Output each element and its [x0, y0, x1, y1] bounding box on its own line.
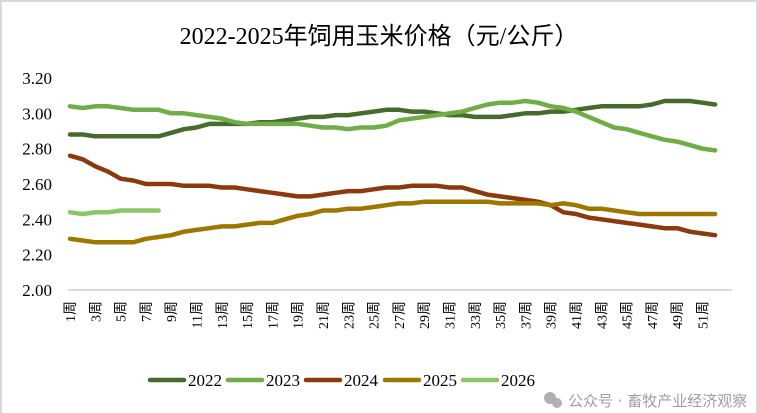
x-tick-label: 17周	[266, 301, 281, 329]
x-axis-ticks: 1周 3周 5周 7周 9周 11周 13周 15周 17周 19周 21周 23周 25周 27周 29周…	[64, 301, 712, 329]
x-tick-label: 11周	[191, 301, 206, 328]
x-tick-label: 21周	[317, 301, 332, 329]
x-tick-label: 47周	[646, 301, 661, 329]
x-tick-label: 45周	[621, 301, 636, 329]
x-tick-label: 5周	[115, 301, 130, 322]
legend-item-2023: 2023	[225, 371, 300, 390]
series-line-2024	[67, 153, 718, 238]
y-tick-label: 2.60	[22, 175, 52, 194]
x-tick-label: 13周	[216, 301, 231, 329]
x-tick-label: 23周	[342, 301, 357, 329]
legend-label: 2025	[423, 371, 457, 390]
x-tick-label: 7周	[140, 301, 155, 322]
x-tick-label: 1周	[64, 301, 79, 322]
y-axis-ticks: 3.20 3.00 2.80 2.60 2.40 2.20 2.00	[22, 69, 52, 300]
x-tick-label: 31周	[444, 301, 459, 329]
wechat-icon	[544, 392, 562, 408]
legend-item-2022: 2022	[147, 371, 222, 390]
y-tick-label: 2.80	[22, 140, 52, 159]
x-tick-label: 15周	[241, 301, 256, 329]
y-tick-label: 2.40	[22, 210, 52, 229]
watermark-text: 公众号 · 畜牧产业经济观察	[568, 392, 747, 410]
series-lines	[67, 98, 718, 245]
x-tick-label: 43周	[595, 301, 610, 329]
x-tick-label: 41周	[570, 301, 585, 329]
x-tick-label: 39周	[545, 301, 560, 329]
x-tick-label: 33周	[469, 301, 484, 329]
x-tick-label: 19周	[292, 301, 307, 329]
legend: 2022 2023 2024 2025 2026	[147, 371, 535, 390]
legend-label: 2022	[188, 371, 222, 390]
legend-label: 2026	[501, 371, 535, 390]
x-tick-label: 27周	[393, 301, 408, 329]
series-line-2026	[67, 208, 161, 217]
chart-title: 2022-2025年饲用玉米价格（元/公斤）	[180, 23, 579, 50]
x-tick-label: 49周	[671, 301, 686, 329]
legend-item-2024: 2024	[303, 371, 379, 390]
x-tick-label: 9周	[165, 301, 180, 322]
x-tick-label: 51周	[697, 301, 712, 329]
x-tick-label: 29周	[418, 301, 433, 329]
x-tick-label: 37周	[519, 301, 534, 329]
watermark: 公众号 · 畜牧产业经济观察	[544, 392, 747, 410]
y-tick-label: 3.00	[22, 104, 52, 123]
series-line-2023	[67, 98, 718, 153]
x-tick-label: 3周	[89, 301, 104, 322]
series-line-2025	[67, 199, 718, 245]
legend-label: 2023	[266, 371, 300, 390]
y-tick-label: 2.20	[22, 246, 52, 265]
x-tick-label: 35周	[494, 301, 509, 329]
x-tick-label: 25周	[368, 301, 383, 329]
legend-item-2026: 2026	[460, 371, 535, 390]
series-line-2022	[67, 98, 718, 139]
legend-item-2025: 2025	[382, 371, 457, 390]
y-tick-label: 3.20	[22, 69, 52, 88]
y-tick-label: 2.00	[22, 281, 52, 300]
legend-label: 2024	[344, 371, 379, 390]
